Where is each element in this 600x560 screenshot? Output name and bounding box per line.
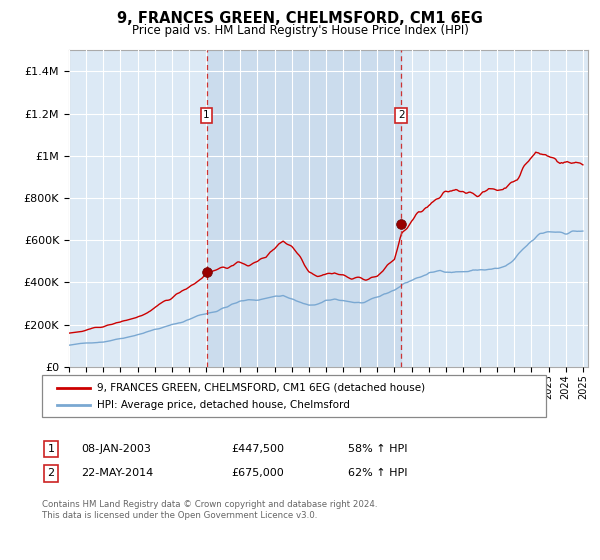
Text: 9, FRANCES GREEN, CHELMSFORD, CM1 6EG: 9, FRANCES GREEN, CHELMSFORD, CM1 6EG [117,11,483,26]
Bar [206,50,401,367]
Text: 08-JAN-2003: 08-JAN-2003 [81,444,151,454]
Text: 1: 1 [203,110,210,120]
Text: Contains HM Land Registry data © Crown copyright and database right 2024.
This d: Contains HM Land Registry data © Crown c… [42,500,377,520]
Text: £447,500: £447,500 [231,444,284,454]
Text: 22-MAY-2014: 22-MAY-2014 [81,468,153,478]
Text: 2: 2 [47,468,55,478]
Text: 58% ↑ HPI: 58% ↑ HPI [348,444,407,454]
Text: 1: 1 [47,444,55,454]
Text: Price paid vs. HM Land Registry's House Price Index (HPI): Price paid vs. HM Land Registry's House … [131,24,469,36]
Text: HPI: Average price, detached house, Chelmsford: HPI: Average price, detached house, Chel… [97,400,350,410]
Text: 9, FRANCES GREEN, CHELMSFORD, CM1 6EG (detached house): 9, FRANCES GREEN, CHELMSFORD, CM1 6EG (d… [97,383,425,393]
Text: 62% ↑ HPI: 62% ↑ HPI [348,468,407,478]
Text: 2: 2 [398,110,404,120]
Text: £675,000: £675,000 [231,468,284,478]
